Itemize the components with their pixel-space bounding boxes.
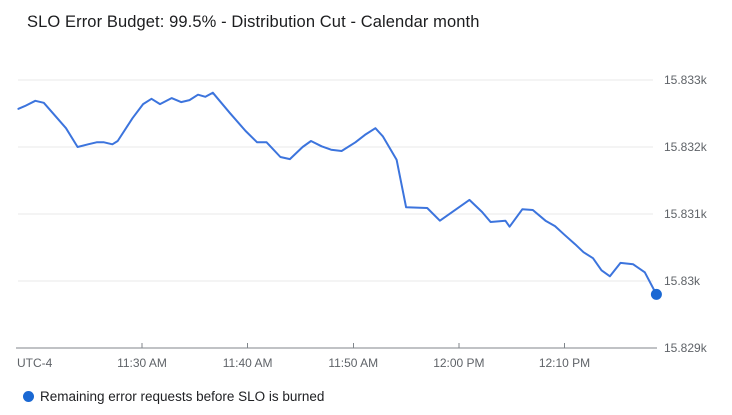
- x-axis-label: 12:00 PM: [433, 356, 485, 370]
- y-axis-label: 15.832k: [664, 139, 707, 154]
- x-axis-label: 12:10 PM: [538, 356, 591, 370]
- legend-series-label: Remaining error requests before SLO is b…: [40, 389, 325, 404]
- latest-point-marker[interactable]: [650, 288, 662, 300]
- y-axis-label: 15.83k: [664, 273, 701, 288]
- timezone-label: UTC-4: [17, 356, 53, 370]
- chart-title: SLO Error Budget: 99.5% - Distribution C…: [27, 13, 480, 31]
- y-axis-label: 15.829k: [664, 340, 707, 355]
- x-axis-label: 11:30 AM: [117, 356, 167, 370]
- x-axis-label: 11:50 AM: [328, 356, 379, 370]
- legend-series-dot-icon: [23, 391, 34, 402]
- legend: Remaining error requests before SLO is b…: [23, 389, 324, 404]
- y-axis-label: 15.833k: [664, 72, 707, 87]
- error-budget-line-series[interactable]: [17, 91, 658, 296]
- y-axis-label: 15.831k: [664, 206, 707, 221]
- x-axis-label: 11:40 AM: [222, 356, 273, 370]
